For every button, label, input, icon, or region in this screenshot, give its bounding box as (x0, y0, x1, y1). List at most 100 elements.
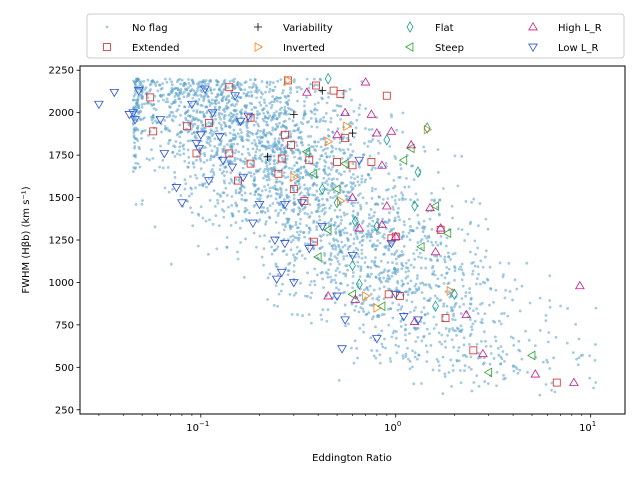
no-flag-point (196, 102, 199, 106)
no-flag-point (336, 127, 340, 131)
no-flag-point (334, 147, 338, 151)
no-flag-point (468, 291, 471, 294)
no-flag-point (546, 360, 550, 364)
no-flag-point (193, 135, 197, 139)
no-flag-point (294, 148, 298, 152)
no-flag-point (246, 147, 250, 151)
no-flag-point (275, 96, 279, 99)
no-flag-point (233, 137, 237, 140)
no-flag-point (264, 90, 267, 94)
no-flag-point (179, 100, 183, 104)
no-flag-point (201, 174, 205, 177)
no-flag-point (243, 81, 247, 84)
no-flag-point (445, 272, 448, 275)
no-flag-point (365, 201, 368, 205)
no-flag-point (217, 224, 221, 228)
no-flag-point (411, 365, 414, 369)
y-tick-label: 250 (55, 405, 74, 416)
no-flag-point (134, 137, 138, 141)
no-flag-point (451, 252, 455, 256)
no-flag-point (476, 356, 480, 360)
no-flag-point (401, 354, 405, 358)
no-flag-point (368, 154, 372, 158)
no-flag-point (310, 321, 313, 325)
no-flag-point (322, 115, 326, 119)
no-flag-point (367, 311, 371, 315)
no-flag-point (240, 83, 243, 87)
no-flag-point (321, 137, 325, 141)
no-flag-point (189, 139, 193, 143)
no-flag-point (342, 257, 346, 261)
no-flag-point (442, 304, 445, 308)
no-flag-point (318, 120, 322, 123)
no-flag-point (253, 156, 257, 160)
no-flag-point (394, 202, 398, 206)
no-flag-point (265, 81, 269, 85)
no-flag-point (425, 360, 429, 363)
no-flag-point (428, 217, 432, 221)
no-flag-point (222, 209, 226, 213)
no-flag-point (455, 333, 458, 337)
no-flag-point (359, 207, 363, 211)
no-flag-point (351, 271, 355, 274)
no-flag-point (335, 286, 338, 290)
no-flag-point (415, 248, 419, 252)
no-flag-point (503, 359, 506, 363)
no-flag-point (435, 296, 439, 300)
no-flag-point (164, 77, 167, 81)
low-l-r-point (218, 156, 228, 166)
no-flag-point (399, 307, 403, 311)
no-flag-point (400, 237, 404, 240)
no-flag-point (337, 224, 341, 228)
no-flag-point (317, 215, 321, 218)
no-flag-point (361, 196, 365, 200)
no-flag-point (268, 159, 271, 163)
no-flag-point (140, 202, 144, 206)
no-flag-point (222, 170, 226, 173)
no-flag-point (394, 157, 398, 160)
no-flag-point (413, 355, 417, 359)
no-flag-point (451, 317, 454, 321)
no-flag-point (416, 274, 419, 277)
no-flag-point (456, 349, 460, 353)
no-flag-point (357, 194, 360, 197)
no-flag-point (258, 148, 262, 152)
no-flag-point (152, 103, 156, 106)
no-flag-point (208, 198, 212, 202)
no-flag-point (219, 117, 222, 121)
no-flag-point (198, 110, 202, 114)
no-flag-point (313, 172, 317, 175)
no-flag-point (445, 236, 449, 240)
no-flag-point (545, 358, 549, 362)
no-flag-point (272, 111, 276, 115)
steep-point (301, 146, 311, 157)
no-flag-point (365, 275, 369, 278)
no-flag-point (353, 184, 357, 188)
no-flag-point (199, 159, 203, 163)
no-flag-point (257, 187, 261, 191)
no-flag-point (324, 111, 328, 115)
no-flag-point (179, 87, 183, 91)
no-flag-point (255, 90, 259, 94)
no-flag-point (424, 266, 428, 270)
no-flag-point (435, 254, 439, 258)
high-l-r-point (350, 294, 361, 303)
no-flag-point (271, 115, 275, 119)
no-flag-point (408, 310, 412, 314)
no-flag-point (248, 211, 251, 215)
no-flag-point (233, 159, 237, 163)
no-flag-point (240, 111, 243, 115)
x-tick-label: 100 (384, 420, 401, 434)
no-flag-point (436, 360, 440, 364)
no-flag-point (336, 266, 340, 270)
no-flag-point (221, 96, 225, 100)
no-flag-point (150, 148, 153, 152)
no-flag-point (264, 220, 268, 224)
no-flag-point (230, 145, 234, 149)
no-flag-point (281, 139, 285, 142)
no-flag-point (301, 314, 304, 318)
no-flag-point (409, 263, 413, 267)
no-flag-point (470, 325, 473, 329)
no-flag-point (258, 218, 262, 222)
no-flag-point (313, 193, 317, 197)
